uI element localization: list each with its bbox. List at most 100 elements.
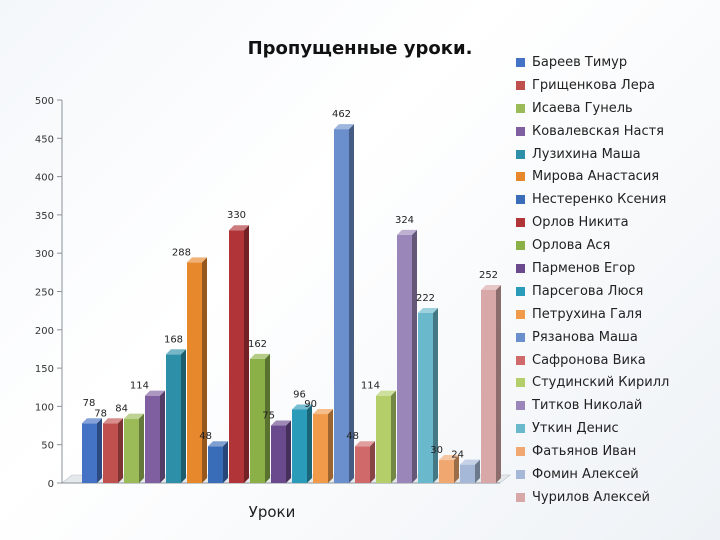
bar-front: [124, 418, 139, 483]
bar-top: [313, 409, 333, 415]
legend-label: Фомин Алексей: [532, 466, 639, 482]
bar-top: [292, 404, 312, 410]
bar-side: [202, 257, 207, 483]
legend-item: Бареев Тимур: [516, 51, 716, 74]
bar-side: [328, 409, 333, 483]
bar-side: [160, 390, 165, 483]
legend-item: Парменов Егор: [516, 257, 716, 280]
bar-side: [97, 418, 102, 483]
bar-front: [250, 358, 265, 483]
bar-top: [208, 441, 228, 447]
data-label: 78: [94, 408, 107, 419]
data-label: 162: [248, 339, 267, 350]
legend-item: Орлова Ася: [516, 234, 716, 257]
data-label: 324: [395, 215, 414, 226]
legend-swatch: [516, 263, 525, 273]
bar-front: [229, 230, 244, 483]
y-tick-label: 0: [48, 479, 54, 490]
bar: [376, 390, 396, 483]
bar-top: [229, 225, 249, 231]
legend-swatch: [516, 103, 525, 113]
legend-item: Фомин Алексей: [516, 463, 716, 486]
bar-top: [103, 418, 123, 424]
bar-front: [208, 446, 223, 483]
bar: [397, 229, 417, 483]
legend-swatch: [516, 172, 525, 182]
bar: [334, 124, 354, 483]
bar-front: [376, 395, 391, 483]
bar-top: [166, 349, 186, 355]
legend-label: Парменов Егор: [532, 260, 636, 276]
bar-top: [334, 124, 354, 130]
data-label: 288: [172, 247, 191, 258]
bar-front: [481, 289, 496, 483]
legend-item: Исаева Гунель: [516, 97, 716, 120]
legend-label: Орлов Никита: [532, 215, 629, 231]
bar-side: [118, 418, 123, 483]
y-tick-label: 150: [35, 364, 54, 375]
bar: [124, 413, 144, 483]
legend-label: Уткин Денис: [532, 421, 619, 437]
data-label: 48: [199, 431, 212, 442]
x-axis-label: Уроки: [249, 503, 296, 521]
legend-item: Сафронова Вика: [516, 349, 716, 372]
bar: [481, 284, 501, 483]
bar: [208, 441, 228, 483]
bar-front: [439, 460, 454, 483]
legend-swatch: [516, 447, 525, 457]
data-label: 114: [361, 381, 380, 392]
legend-swatch: [516, 309, 525, 319]
y-tick-label: 350: [35, 211, 54, 222]
legend-label: Сафронова Вика: [532, 352, 646, 368]
data-label: 78: [83, 398, 96, 409]
bar-front: [460, 464, 475, 483]
bar-front: [82, 423, 97, 483]
bar-front: [187, 262, 202, 483]
data-label: 252: [479, 270, 498, 281]
bar-top: [145, 390, 165, 396]
legend-swatch: [516, 80, 525, 90]
y-tick-label: 450: [35, 134, 54, 145]
bar: [250, 353, 270, 483]
legend-item: Грищенкова Лера: [516, 74, 716, 97]
legend-label: Грищенкова Лера: [532, 77, 655, 93]
legend-swatch: [516, 469, 525, 479]
bar-top: [397, 229, 417, 235]
y-tick-label: 250: [35, 288, 54, 299]
legend-label: Орлова Ася: [532, 238, 611, 254]
bar-top: [460, 459, 480, 465]
bar-side: [307, 404, 312, 483]
legend-label: Ковалевская Настя: [532, 123, 664, 139]
bar-top: [187, 257, 207, 263]
legend-label: Парсегова Люся: [532, 283, 644, 299]
data-label: 24: [451, 450, 464, 461]
bar-top: [82, 418, 102, 424]
legend-item: Орлов Никита: [516, 211, 716, 234]
data-label: 75: [262, 411, 275, 422]
bar-side: [286, 420, 291, 483]
bar-top: [124, 413, 144, 419]
y-tick-label: 50: [41, 441, 54, 452]
bar: [187, 257, 207, 483]
bar-side: [475, 459, 480, 483]
legend-label: Рязанова Маша: [532, 329, 638, 345]
chart-title: Пропущенные уроки.: [247, 38, 473, 59]
legend-item: Парсегова Люся: [516, 280, 716, 303]
data-label: 84: [115, 404, 128, 415]
bar-side: [265, 353, 270, 483]
legend-label: Титков Николай: [532, 398, 643, 414]
legend-item: Мирова Анастасия: [516, 165, 716, 188]
data-label: 90: [304, 399, 317, 410]
bar-front: [313, 414, 328, 483]
bar-side: [181, 349, 186, 483]
legend-swatch: [516, 355, 525, 365]
legend-item: Лузихина Маша: [516, 143, 716, 166]
legend-swatch: [516, 149, 525, 159]
bar-front: [103, 423, 118, 483]
bar-front: [418, 312, 433, 483]
bar-side: [412, 229, 417, 483]
y-tick-label: 300: [35, 249, 54, 260]
legend-item: Петрухина Галя: [516, 303, 716, 326]
